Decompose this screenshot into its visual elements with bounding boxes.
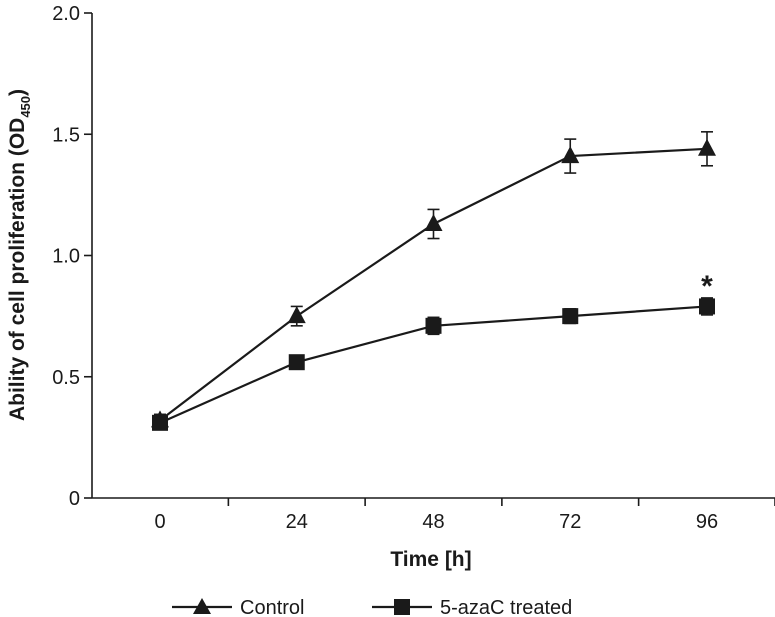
y-axis-title-subscript: 450 <box>18 96 33 118</box>
legend-marker-square-icon <box>394 599 410 615</box>
data-point-triangle <box>287 306 306 324</box>
legend-marker-triangle-icon <box>193 598 211 614</box>
legend-item-5azac: 5-azaC treated <box>372 597 572 617</box>
y-axis-title: Ability of cell proliferation (OD450) <box>6 89 33 421</box>
x-tick-label: 0 <box>154 511 165 533</box>
x-tick-label: 24 <box>286 511 308 533</box>
y-tick-label: 1.0 <box>52 246 80 268</box>
x-tick-label: 72 <box>559 511 581 533</box>
y-tick-label: 0 <box>69 488 80 510</box>
series-layer: * <box>151 131 716 431</box>
data-point-square <box>562 308 579 325</box>
data-point-square <box>425 317 442 334</box>
y-tick-label: 0.5 <box>52 367 80 389</box>
data-point-triangle <box>561 146 580 164</box>
x-axis-title: Time [h] <box>390 548 471 571</box>
y-axis-title-main: Ability of cell proliferation (OD <box>6 118 29 421</box>
y-axis-title-close: ) <box>6 89 29 96</box>
legend-item-control: Control <box>172 597 304 617</box>
data-point-square <box>288 354 305 371</box>
x-tick-label: 48 <box>422 511 444 533</box>
x-tick-label: 96 <box>696 511 718 533</box>
data-point-triangle <box>424 213 443 231</box>
series-line <box>159 147 708 422</box>
axes: 0 0.5 1.0 1.5 2.0 0 24 48 72 96 <box>52 3 775 533</box>
y-tick-label: 1.5 <box>52 124 80 146</box>
data-point-square <box>699 298 715 315</box>
legend-label-control: Control <box>240 597 304 617</box>
series-control <box>151 131 716 428</box>
series-5azac <box>152 297 715 431</box>
data-point-square <box>152 414 168 431</box>
y-tick-label: 2.0 <box>52 3 80 25</box>
data-point-triangle <box>698 138 716 156</box>
significance-asterisk: * <box>701 270 713 303</box>
legend-label-5azac: 5-azaC treated <box>440 597 572 617</box>
legend: Control 5-azaC treated <box>172 597 572 617</box>
